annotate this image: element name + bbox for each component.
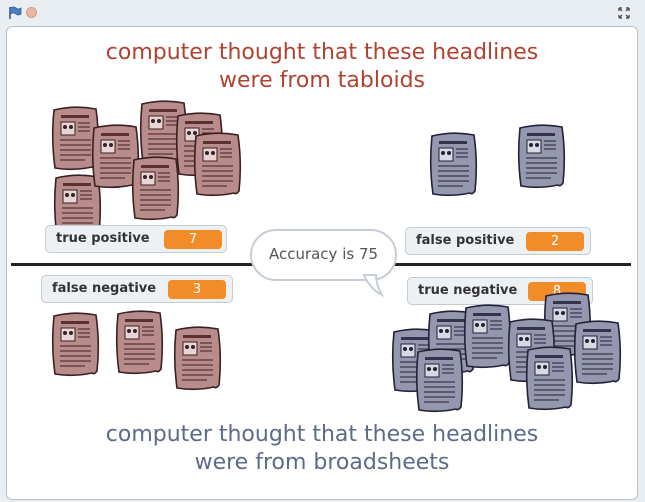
flag-icon[interactable]: [8, 6, 22, 20]
false-positive-label: false positive: [416, 233, 515, 248]
stage-toolbar: [0, 0, 645, 26]
tabloid-newspaper-icon[interactable]: [131, 155, 181, 221]
accuracy-text: Accuracy is 75: [268, 245, 379, 263]
tabloid-heading-line2: were from tabloids: [219, 68, 425, 93]
broadsheet-newspaper-icon[interactable]: [415, 347, 465, 413]
speech-bubble: Accuracy is 75: [250, 229, 397, 281]
broadsheet-newspaper-icon[interactable]: [517, 123, 567, 189]
tabloid-newspaper-icon[interactable]: [173, 325, 223, 391]
false-negative-value: 3: [168, 280, 226, 299]
false-positive-value: 2: [526, 232, 584, 251]
false-negative-label: false negative: [52, 281, 157, 296]
broadsheet-heading-line1: computer thought that these headlines: [105, 422, 539, 447]
broadsheet-heading-line2: were from broadsheets: [194, 450, 450, 475]
broadsheet-heading: computer thought that these headlines we…: [7, 421, 637, 477]
tabloid-newspaper-icon[interactable]: [115, 309, 165, 375]
false-negative-counter: false negative 3: [41, 275, 233, 303]
tabloid-heading-line1: computer thought that these headlines: [105, 40, 539, 65]
stage[interactable]: computer thought that these headlines we…: [6, 26, 638, 500]
broadsheet-newspaper-icon[interactable]: [573, 319, 623, 385]
tabloid-newspaper-icon[interactable]: [51, 311, 101, 377]
broadsheet-newspaper-icon[interactable]: [429, 131, 479, 197]
fullscreen-icon[interactable]: [617, 6, 631, 20]
speech-bubble-tail: [362, 274, 385, 298]
stop-icon[interactable]: [26, 7, 37, 18]
broadsheet-newspaper-icon[interactable]: [525, 345, 575, 411]
tabloid-heading: computer thought that these headlines we…: [7, 39, 637, 95]
tabloid-newspaper-icon[interactable]: [193, 131, 243, 197]
true-negative-label: true negative: [418, 283, 518, 298]
true-positive-label: true positive: [56, 231, 150, 246]
false-positive-counter: false positive 2: [405, 227, 591, 255]
broadsheet-newspaper-icon[interactable]: [463, 303, 513, 369]
true-positive-counter: true positive 7: [45, 225, 227, 253]
true-positive-value: 7: [164, 230, 222, 249]
